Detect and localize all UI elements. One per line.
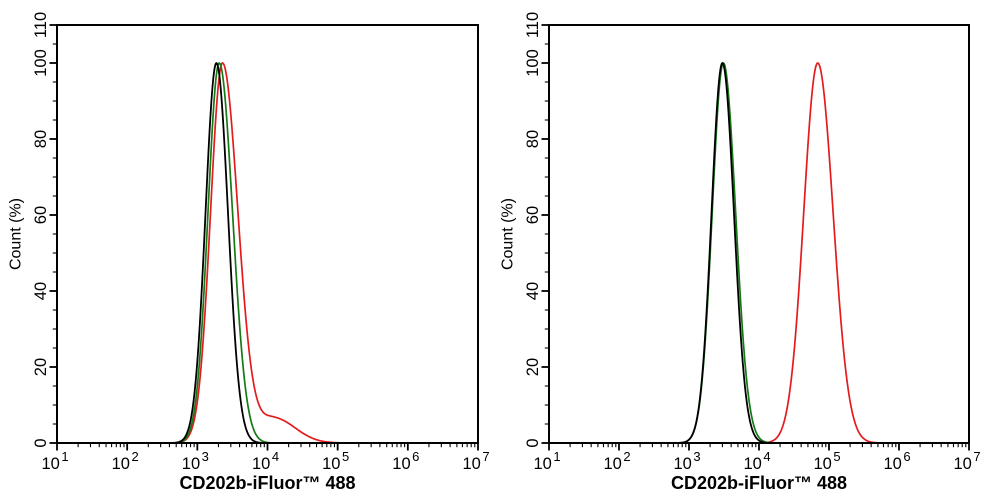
x-axis-ticks — [56, 443, 479, 451]
x-tick-label: 10 1 — [41, 449, 68, 473]
x-axis-ticks — [548, 443, 970, 451]
x-tick-label: 10 4 — [743, 449, 770, 473]
x-tick-label: 10 5 — [813, 449, 840, 473]
histogram-green-curve — [548, 62, 970, 444]
right-histogram-panel: 10 1 10 2 10 3 10 4 10 5 10 6 10 7 0 20 40 60 80 100 110 CD20… — [500, 12, 981, 493]
y-tick-label: 100 — [32, 49, 50, 77]
y-tick-label: 0 — [524, 438, 542, 447]
x-tick-label: 10 7 — [462, 449, 489, 473]
plot-frame — [56, 24, 479, 444]
left-histogram-panel: 10 1 102 10 3 10 4 10 5 10 6 10 7 0 20 40 60 80 100 110 CD20… — [8, 12, 490, 493]
y-tick-label: 80 — [524, 130, 542, 148]
y-tick-label: 80 — [32, 130, 50, 148]
histogram-red-curve — [548, 62, 970, 444]
x-tick-label: 10 1 — [533, 449, 560, 473]
y-tick-label: 40 — [32, 282, 50, 300]
plot-frame — [548, 24, 970, 444]
x-tick-label: 10 3 — [673, 449, 700, 473]
y-tick-label: 100 — [524, 49, 542, 77]
y-tick-label: 60 — [524, 206, 542, 224]
x-tick-label: 10 5 — [322, 449, 349, 473]
y-tick-label: 0 — [32, 438, 50, 447]
histogram-green-curve — [56, 62, 479, 444]
y-tick-label: 20 — [32, 358, 50, 376]
x-tick-label: 10 3 — [182, 449, 209, 473]
histogram-red-curve — [56, 62, 479, 444]
y-tick-label: 110 — [524, 12, 542, 38]
x-axis-title: CD202b-iFluor™ 488 — [179, 473, 355, 493]
curves-group — [548, 62, 970, 444]
y-tick-label: 110 — [32, 12, 50, 38]
y-axis-title: Count (%) — [8, 198, 25, 270]
x-tick-label: 102 — [112, 449, 139, 473]
x-tick-label: 10 6 — [883, 449, 910, 473]
y-tick-label: 60 — [32, 206, 50, 224]
y-axis-title: Count (%) — [500, 198, 517, 270]
y-tick-label: 20 — [524, 358, 542, 376]
x-tick-label: 10 7 — [953, 449, 980, 473]
y-axis-ticks — [541, 24, 549, 444]
histogram-black-curve — [56, 62, 479, 444]
y-tick-label: 40 — [524, 282, 542, 300]
curves-group — [56, 62, 479, 444]
x-tick-label: 10 4 — [252, 449, 279, 473]
histogram-black-curve — [548, 62, 970, 444]
x-axis-title: CD202b-iFluor™ 488 — [671, 473, 847, 493]
x-tick-label: 10 6 — [392, 449, 419, 473]
y-axis-ticks — [49, 24, 57, 444]
